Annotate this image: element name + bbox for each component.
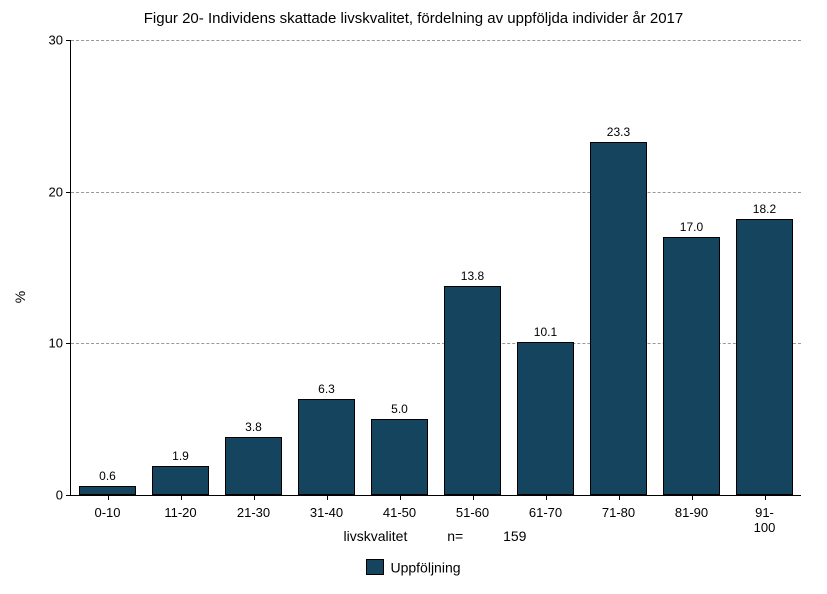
x-tick-mark — [473, 495, 474, 500]
bar-value-label: 1.9 — [172, 449, 189, 463]
legend-swatch — [366, 559, 384, 575]
chart-title: Figur 20- Individens skattade livskvalit… — [0, 10, 827, 27]
x-tick-label: 61-70 — [529, 505, 562, 520]
y-tick-label: 30 — [49, 33, 63, 48]
n-value: 159 — [503, 528, 526, 544]
gridline — [71, 40, 801, 41]
gridline — [71, 192, 801, 193]
bar-value-label: 3.8 — [245, 420, 262, 434]
x-tick-mark — [108, 495, 109, 500]
bar-value-label: 18.2 — [753, 202, 776, 216]
bar-value-label: 5.0 — [391, 402, 408, 416]
bar: 5.0 — [371, 419, 428, 495]
x-tick-mark — [327, 495, 328, 500]
bar-value-label: 17.0 — [680, 220, 703, 234]
bar-value-label: 13.8 — [461, 269, 484, 283]
bar: 17.0 — [663, 237, 720, 495]
x-tick-label: 0-10 — [94, 505, 120, 520]
bar-value-label: 10.1 — [534, 325, 557, 339]
x-tick-mark — [546, 495, 547, 500]
y-tick-mark — [66, 40, 71, 41]
bar: 3.8 — [225, 437, 282, 495]
x-tick-mark — [254, 495, 255, 500]
bar: 1.9 — [152, 466, 209, 495]
y-tick-label: 20 — [49, 184, 63, 199]
x-tick-label: 51-60 — [456, 505, 489, 520]
x-tick-mark — [765, 495, 766, 500]
x-axis-label-row: livskvalitet n= 159 — [70, 528, 800, 544]
x-tick-label: 21-30 — [237, 505, 270, 520]
y-tick-mark — [66, 343, 71, 344]
y-tick-label: 10 — [49, 336, 63, 351]
y-tick-mark — [66, 192, 71, 193]
legend-label: Uppföljning — [390, 559, 460, 575]
bar-value-label: 6.3 — [318, 382, 335, 396]
plot-area: 01020300.60-101.911-203.821-306.331-405.… — [70, 40, 801, 496]
x-tick-mark — [400, 495, 401, 500]
bar: 0.6 — [79, 486, 136, 495]
x-tick-mark — [181, 495, 182, 500]
bar-value-label: 0.6 — [99, 469, 116, 483]
chart-container: Figur 20- Individens skattade livskvalit… — [0, 0, 827, 594]
y-tick-mark — [66, 495, 71, 496]
x-tick-mark — [692, 495, 693, 500]
bar: 23.3 — [590, 142, 647, 495]
bar: 6.3 — [298, 399, 355, 495]
legend: Uppföljning — [0, 558, 827, 575]
n-label: n= — [447, 528, 463, 544]
bar-value-label: 23.3 — [607, 125, 630, 139]
x-tick-label: 31-40 — [310, 505, 343, 520]
x-tick-mark — [619, 495, 620, 500]
x-tick-label: 81-90 — [675, 505, 708, 520]
bar: 10.1 — [517, 342, 574, 495]
x-axis-label: livskvalitet — [344, 528, 408, 544]
x-tick-label: 41-50 — [383, 505, 416, 520]
bar: 13.8 — [444, 286, 501, 495]
x-tick-label: 71-80 — [602, 505, 635, 520]
y-tick-label: 0 — [56, 488, 63, 503]
y-axis-label: % — [12, 291, 28, 303]
bar: 18.2 — [736, 219, 793, 495]
x-tick-label: 11-20 — [164, 505, 196, 520]
